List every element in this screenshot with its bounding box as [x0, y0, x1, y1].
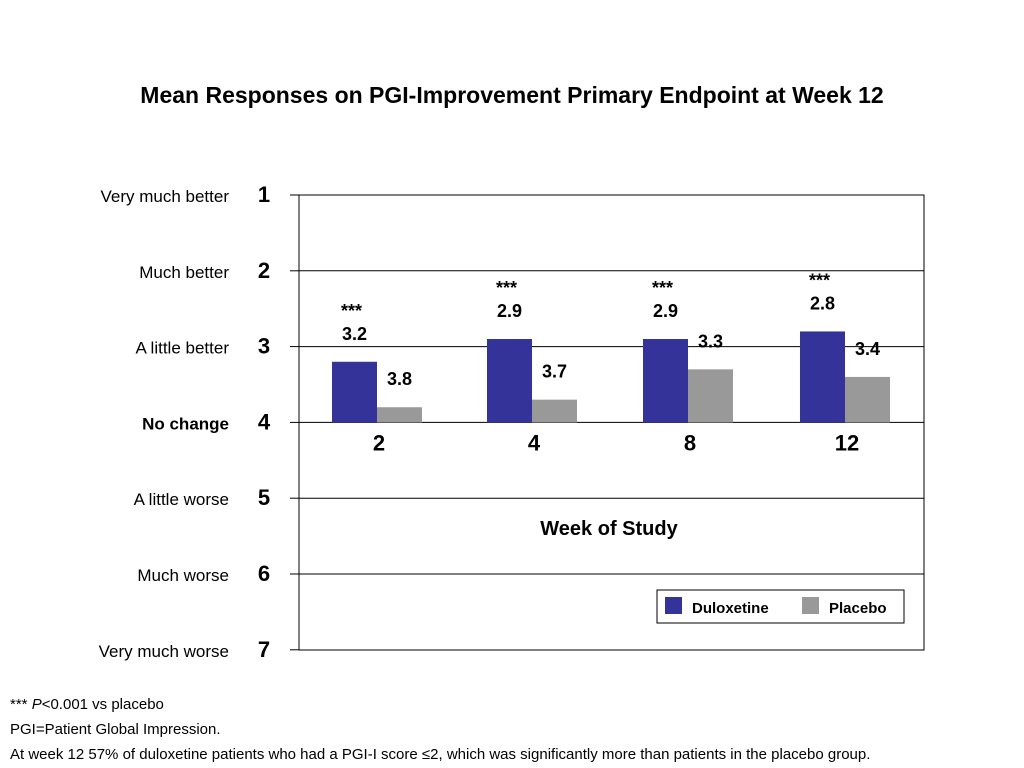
y-category-label: Much worse — [137, 566, 229, 585]
bar-placebo — [532, 399, 577, 423]
chart-labels: 1 Very much better 2 Much better 3 A little b… — [99, 182, 880, 662]
y-tick-label: 4 — [258, 409, 271, 434]
data-label-duloxetine: 2.8 — [810, 293, 835, 313]
bar-duloxetine — [643, 339, 688, 423]
y-category-label: No change — [142, 414, 229, 433]
bar-duloxetine — [332, 361, 377, 423]
data-label-placebo: 3.8 — [387, 369, 412, 389]
y-tick-label: 3 — [258, 334, 270, 359]
significance-marker: *** — [341, 301, 362, 321]
footnote-p: P — [31, 696, 42, 713]
x-tick-label: 4 — [528, 430, 541, 455]
significance-marker: *** — [652, 278, 673, 298]
y-category-label: Much better — [139, 263, 229, 282]
chart-bars — [332, 331, 890, 423]
y-tick-label: 7 — [258, 637, 270, 662]
legend-swatch-duloxetine — [665, 597, 682, 614]
y-tick-label: 1 — [258, 182, 270, 207]
x-axis-title: Week of Study — [540, 518, 678, 540]
data-label-duloxetine: 3.2 — [342, 324, 367, 344]
data-label-placebo: 3.4 — [855, 339, 880, 359]
chart-title: Mean Responses on PGI-Improvement Primar… — [140, 82, 884, 108]
legend-box — [656, 589, 905, 624]
data-label-placebo: 3.7 — [542, 362, 567, 382]
y-tick-label: 6 — [258, 561, 270, 586]
legend-label-placebo: Placebo — [829, 600, 887, 617]
data-label-duloxetine: 2.9 — [497, 301, 522, 321]
bar-placebo — [377, 407, 422, 423]
x-tick-label: 8 — [684, 430, 696, 455]
x-tick-label: 12 — [835, 430, 859, 455]
footnotes: *** P<0.001 vs placebo PGI=Patient Globa… — [10, 692, 1020, 767]
y-category-label: A little better — [135, 339, 229, 358]
plot-frame — [298, 194, 925, 651]
legend-label-duloxetine: Duloxetine — [692, 600, 769, 617]
footnote-week12: At week 12 57% of duloxetine patients wh… — [10, 746, 871, 763]
footnote-p-text: <0.001 vs placebo — [41, 696, 164, 713]
x-tick-label: 2 — [373, 430, 385, 455]
y-tick-label: 2 — [258, 258, 270, 283]
y-category-label: A little worse — [134, 490, 229, 509]
significance-marker: *** — [496, 278, 517, 298]
bar-duloxetine — [487, 339, 532, 423]
footnote-pgi: PGI=Patient Global Impression. — [10, 721, 221, 738]
data-label-placebo: 3.3 — [698, 331, 723, 351]
data-label-duloxetine: 2.9 — [653, 301, 678, 321]
bar-duloxetine — [800, 331, 845, 423]
y-category-label: Very much worse — [99, 642, 229, 661]
significance-marker: *** — [809, 270, 830, 290]
footnote-stars: *** — [10, 696, 28, 713]
y-category-label: Very much better — [100, 187, 229, 206]
legend-swatch-placebo — [802, 597, 819, 614]
bar-placebo — [845, 376, 890, 423]
legend: Duloxetine Placebo — [656, 589, 905, 624]
y-tick-label: 5 — [258, 485, 270, 510]
bar-placebo — [688, 369, 733, 423]
footnote-significance: *** P<0.001 vs placebo — [10, 692, 1020, 717]
